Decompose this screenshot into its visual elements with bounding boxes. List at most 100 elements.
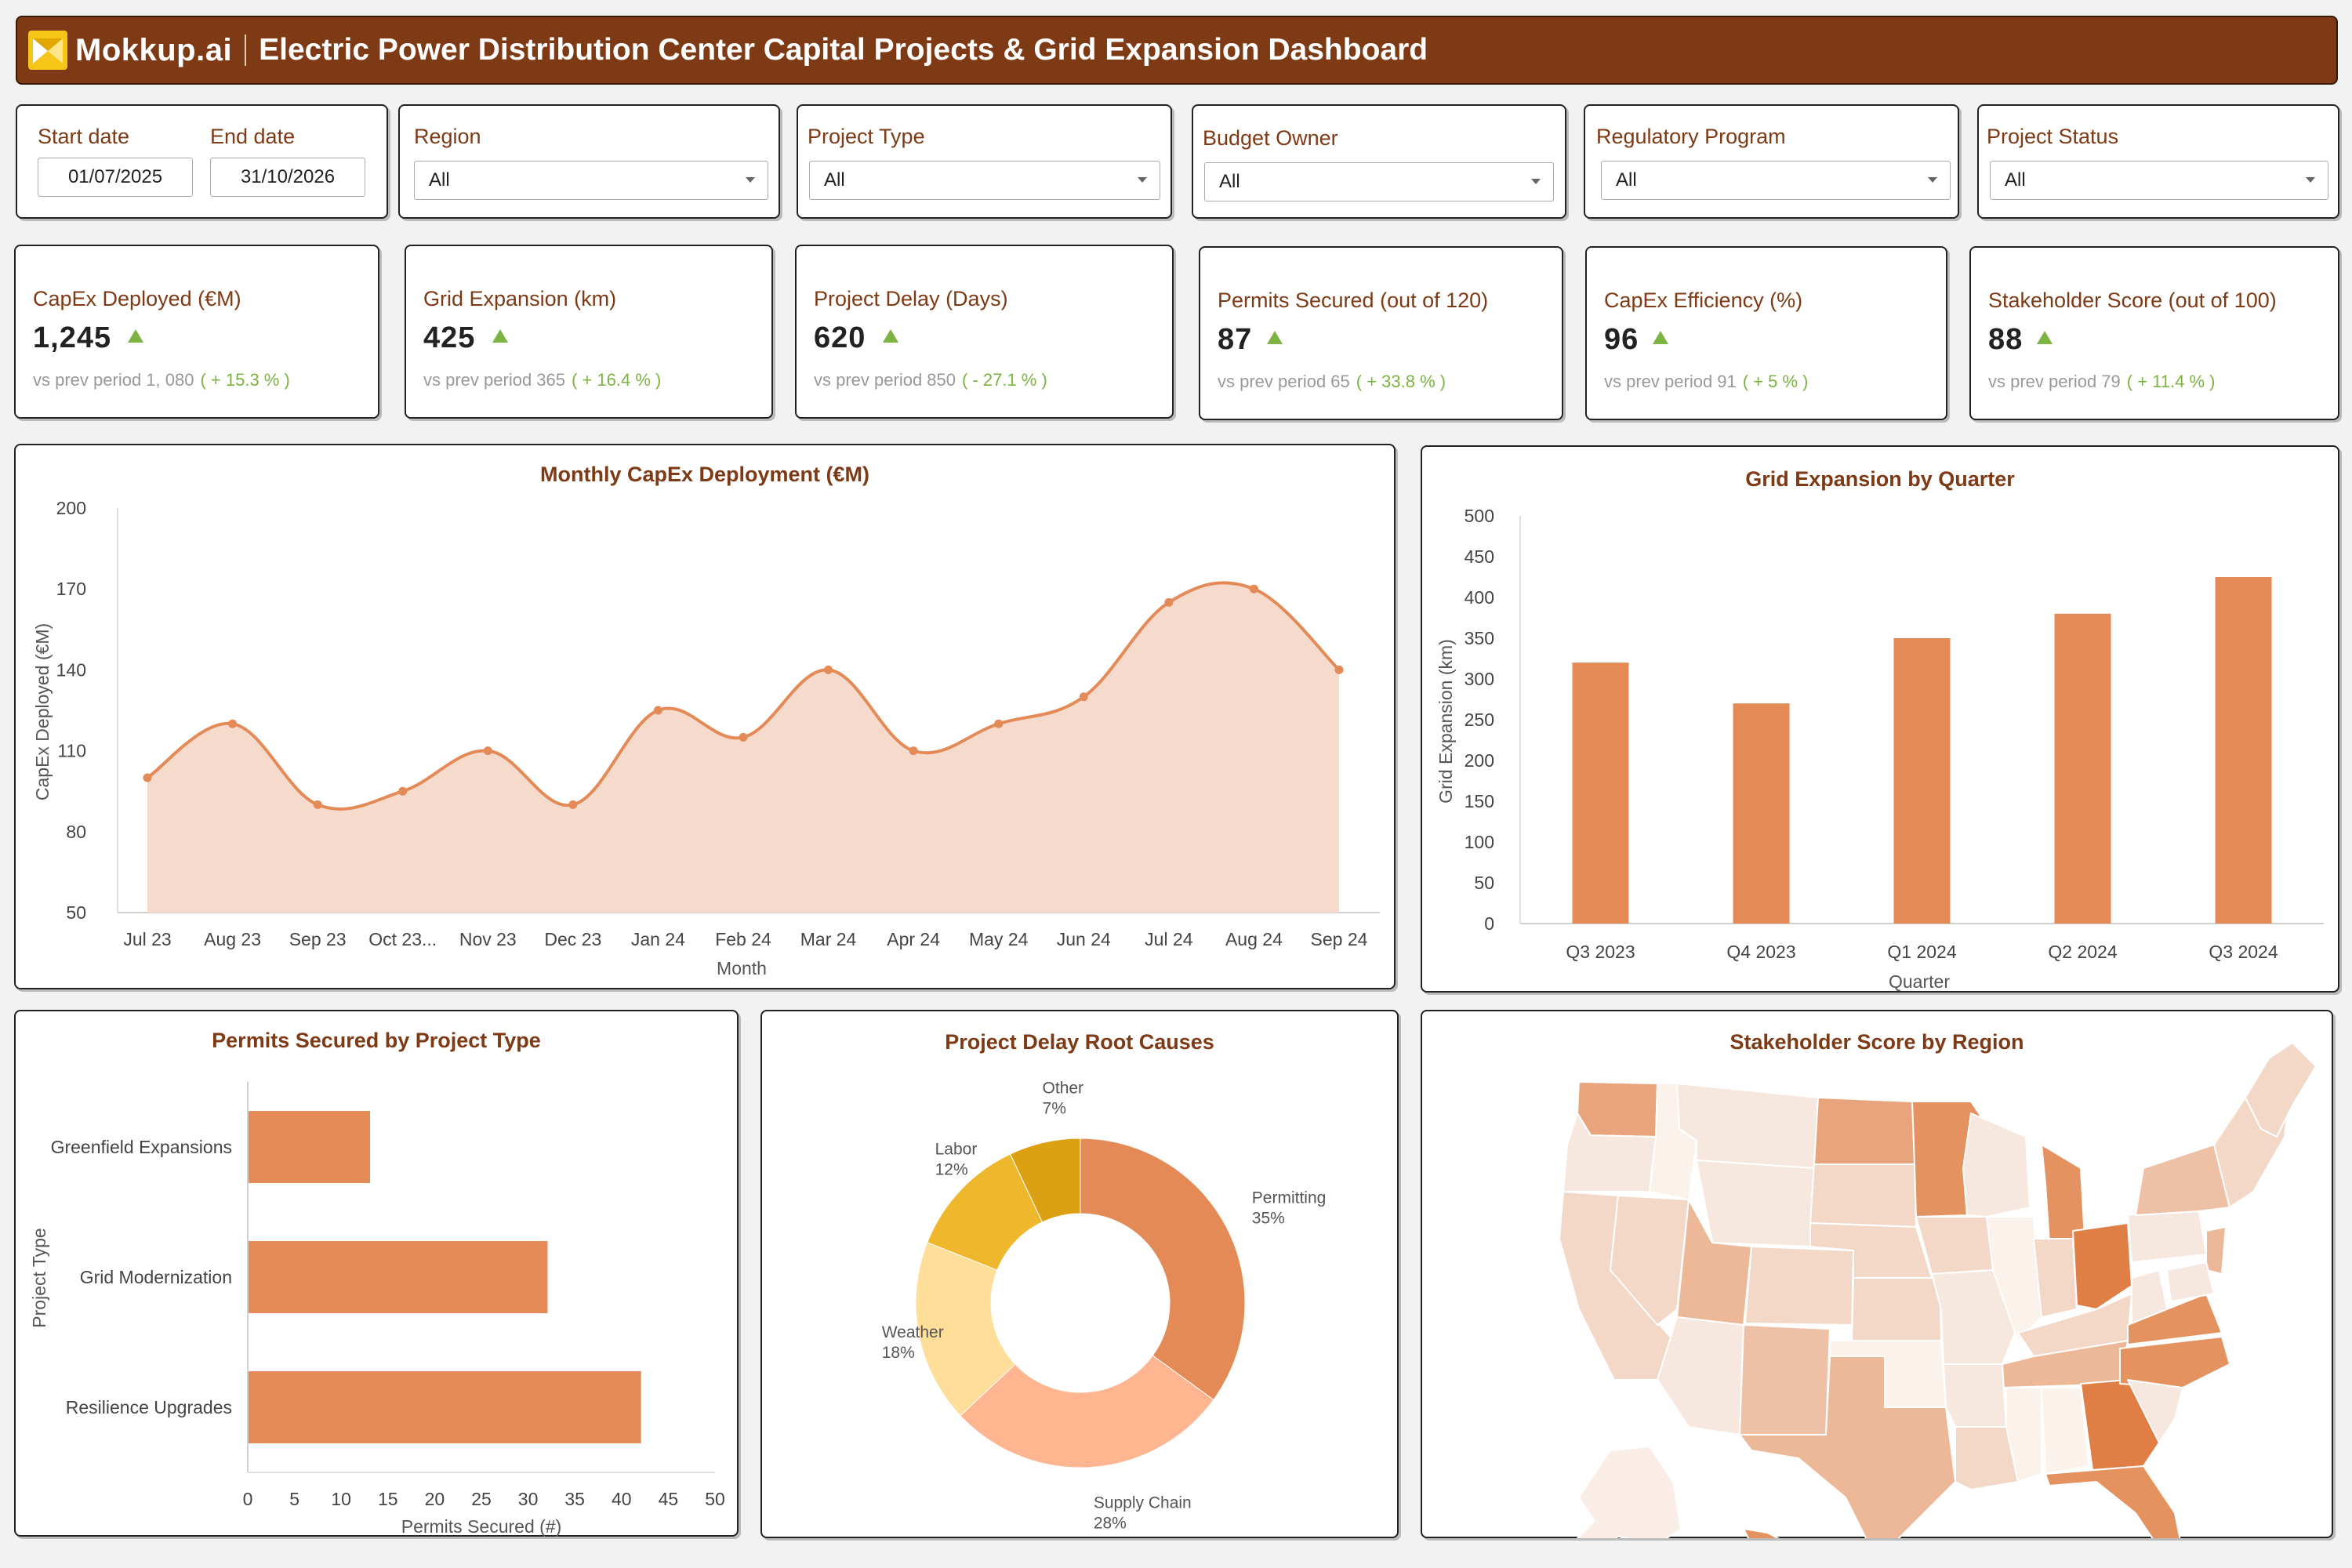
chart-title: Grid Expansion by Quarter — [1745, 467, 2015, 491]
data-point — [1164, 597, 1174, 607]
bar — [2215, 577, 2272, 924]
kpi-card-grid-expansion: Grid Expansion (km) 425 vs prev period 3… — [405, 245, 773, 419]
map-region-louisiana — [1955, 1426, 2019, 1490]
data-point — [824, 665, 833, 674]
donut-slice — [915, 1242, 1016, 1417]
slice-label: Permitting — [1252, 1189, 1327, 1207]
bar — [1893, 638, 1951, 924]
y-tick-label: 100 — [1465, 832, 1494, 852]
map-region-kansas — [1851, 1277, 1942, 1341]
map-region-indiana — [2033, 1238, 2078, 1318]
x-tick-label: 30 — [518, 1489, 539, 1509]
map-region-arkansas — [1943, 1363, 2007, 1428]
map-region-arizona — [1657, 1316, 1744, 1436]
map-region-kentucky — [2017, 1293, 2132, 1357]
chart-title: Monthly CapEx Deployment (€M) — [539, 463, 870, 486]
end-date-label: End date — [210, 125, 296, 148]
header-divider — [245, 34, 247, 66]
end-date-input[interactable]: 31/10/2026 — [210, 158, 365, 197]
chart-title: Permits Secured by Project Type — [212, 1029, 541, 1052]
x-tick-label: 45 — [659, 1489, 679, 1509]
map-region-nevada — [1610, 1195, 1690, 1326]
region-filter-card: Region All — [398, 104, 780, 219]
map-region-colorado — [1744, 1246, 1854, 1326]
data-point — [653, 706, 662, 715]
map-region-michigan — [2041, 1144, 2085, 1243]
slice-label: Other — [1043, 1079, 1084, 1097]
kpi-comparison: vs prev period 79 ( + 11.4 % ) — [1988, 372, 2215, 392]
trend-up-icon — [1267, 331, 1283, 344]
map-region-maine — [2245, 1042, 2317, 1138]
y-tick-label: Resilience Upgrades — [66, 1397, 232, 1417]
kpi-card-stakeholder-score: Stakeholder Score (out of 100) 88 vs pre… — [1969, 246, 2339, 420]
project-status-select[interactable]: All — [1990, 161, 2328, 200]
x-tick-label: Aug 23 — [204, 929, 261, 949]
x-tick-label: Q4 2023 — [1726, 942, 1795, 962]
trend-up-icon — [128, 329, 143, 343]
y-tick-label: 200 — [56, 498, 86, 518]
x-tick-label: 5 — [289, 1489, 299, 1509]
map-region-new-york — [2135, 1144, 2230, 1216]
x-tick-label: 10 — [331, 1489, 351, 1509]
start-date-input[interactable]: 01/07/2025 — [38, 158, 193, 197]
y-tick-label: 250 — [1465, 710, 1494, 730]
map-region-south-carolina — [2127, 1379, 2183, 1443]
slice-label: Supply Chain — [1094, 1494, 1192, 1512]
regulatory-program-select[interactable]: All — [1601, 161, 1951, 200]
kpi-prev-value: vs prev period 850 — [814, 370, 956, 390]
chevron-down-icon — [746, 177, 755, 183]
slice-percent: 7% — [1043, 1099, 1066, 1117]
series-area-fill — [147, 583, 1339, 913]
y-axis-title: Project Type — [29, 1228, 49, 1327]
trend-up-icon — [883, 329, 898, 343]
regulatory-program-filter-label: Regulatory Program — [1596, 125, 1786, 148]
region-select[interactable]: All — [414, 161, 768, 200]
y-axis-title: Grid Expansion (km) — [1436, 639, 1456, 804]
brand-name: Mokkup.ai — [75, 32, 233, 67]
y-tick-label: 50 — [66, 902, 86, 923]
budget-owner-select[interactable]: All — [1204, 162, 1554, 201]
bar — [249, 1111, 370, 1183]
project-type-select[interactable]: All — [809, 161, 1160, 200]
data-point — [483, 746, 492, 756]
page-title: Electric Power Distribution Center Capit… — [259, 33, 1428, 67]
monthly-capex-area-chart: 50 80 110 140 170 200 Jul 23 Aug 23 Sep 23 Oct 23… — [32, 498, 1380, 978]
kpi-value: 96 — [1604, 323, 1639, 356]
map-region-south-dakota — [1809, 1163, 1917, 1228]
y-tick-label: 170 — [56, 579, 86, 599]
y-tick-label: 0 — [1484, 913, 1494, 934]
x-axis-title: Permits Secured (#) — [401, 1516, 562, 1537]
budget-owner-select-value: All — [1219, 171, 1240, 192]
start-date-label: Start date — [38, 125, 130, 148]
x-axis-title: Month — [717, 958, 767, 978]
donut-slice — [1009, 1138, 1081, 1223]
kpi-comparison: vs prev period 1, 080 ( + 15.3 % ) — [33, 370, 290, 390]
bar — [249, 1241, 548, 1313]
data-point — [568, 800, 578, 809]
kpi-title: Project Delay (Days) — [814, 287, 1008, 310]
x-tick-label: 20 — [425, 1489, 445, 1509]
grid-expansion-bar-chart: 0 50 100 150 200 250 300 350 400 450 500 Q3 2023 Q4 … — [1436, 506, 2324, 992]
y-tick-label: 350 — [1465, 628, 1494, 648]
map-region-maryland — [2166, 1261, 2215, 1302]
x-tick-label: 50 — [705, 1489, 725, 1509]
bar — [1572, 662, 1629, 924]
y-tick-label: Grid Modernization — [80, 1267, 232, 1287]
project-status-filter-label: Project Status — [1987, 125, 2119, 148]
kpi-comparison: vs prev period 850 ( - 27.1 % ) — [814, 370, 1047, 390]
slice-label: Weather — [882, 1323, 944, 1341]
trend-up-icon — [2037, 331, 2053, 344]
map-region-virginia — [2127, 1293, 2223, 1345]
x-tick-label: Jun 24 — [1057, 929, 1111, 949]
project-status-filter-card: Project Status All — [1977, 104, 2339, 219]
stakeholder-map-card: Stakeholder Score by Region — [1421, 1010, 2333, 1538]
slice-percent: 18% — [882, 1344, 915, 1362]
data-point — [1079, 692, 1088, 702]
kpi-change: ( - 27.1 % ) — [962, 370, 1047, 390]
kpi-change: ( + 16.4 % ) — [572, 370, 662, 390]
map-region-ohio — [2072, 1222, 2132, 1310]
x-tick-label: Feb 24 — [715, 929, 771, 949]
kpi-change: ( + 5 % ) — [1742, 372, 1809, 391]
donut-slice — [1080, 1138, 1246, 1401]
x-tick-label: Aug 24 — [1225, 929, 1283, 949]
